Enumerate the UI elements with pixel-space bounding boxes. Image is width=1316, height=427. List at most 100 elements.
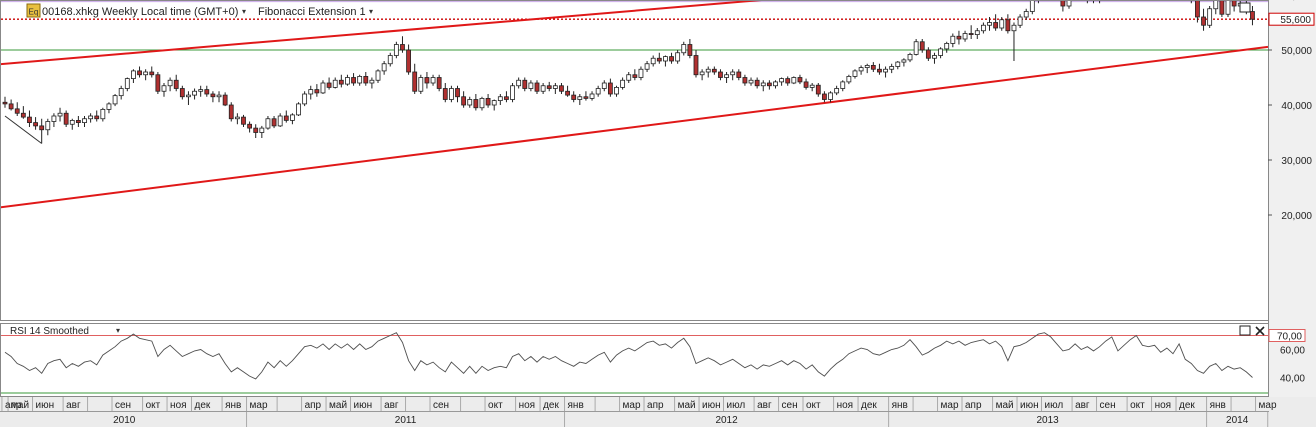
candle-body [448,88,454,100]
candle [632,69,638,81]
candle [118,85,124,100]
candle [216,91,222,103]
candle [889,63,895,74]
candle [302,91,308,107]
candle [161,83,167,97]
candle [815,83,821,97]
candle [730,69,736,81]
rsi-pane-close-icon[interactable] [1255,326,1265,336]
candle [436,74,442,92]
candle-body [730,71,736,76]
candle-body [626,74,632,81]
candle-body [614,87,619,95]
candle-body [228,104,234,120]
candle [1201,8,1206,31]
candle-body [540,85,546,92]
candle [241,114,246,127]
channel-lower-line [1,45,1268,209]
candle [290,113,295,125]
candle [944,41,950,53]
candle [540,83,546,94]
price-layer [1,1,1268,209]
candle [75,116,81,127]
candle [308,85,314,100]
candle [919,39,925,53]
candle [736,69,742,81]
candle [852,69,858,79]
candle-body [137,70,142,76]
candle-body [552,85,558,89]
rsi-title[interactable]: RSI 14 Smoothed [10,326,89,337]
month-label: дек [543,400,559,411]
candle [82,116,87,127]
candle [785,76,791,86]
candle-body [1060,1,1066,7]
candle [418,74,424,94]
candle [699,69,705,81]
candle-body [247,123,253,129]
rsi-overbought-marker [1268,329,1306,342]
candle [1023,8,1029,20]
month-label: авг [384,400,399,411]
candle-body [932,55,937,59]
rsi-title-dropdown-icon[interactable]: ▾ [116,326,120,335]
candle [363,72,369,86]
candle [51,113,57,127]
candle-body [889,66,895,70]
candle [718,69,723,81]
candle [1029,1,1035,15]
candle [864,63,870,74]
candle-body [69,120,75,125]
study-title[interactable]: Fibonacci Extension 1 [258,6,366,18]
candle [455,85,460,103]
candle [895,61,901,70]
candle [1195,1,1200,23]
month-label: мар [623,400,641,411]
candle [650,55,656,67]
candle-body [870,65,876,70]
candle [100,107,106,122]
candle-body [822,93,827,100]
candle [552,83,558,94]
candle-body [1195,1,1200,18]
candle [687,39,693,59]
rsi-tick-label: 60,00 [1280,346,1305,357]
candle [1060,1,1066,12]
month-label: авг [1075,400,1090,411]
candle-body [595,88,601,95]
year-label: 2013 [1036,415,1059,426]
candle-body [944,43,950,50]
candle-body [1231,1,1237,7]
candle-body [785,78,791,84]
month-label: окт [146,400,161,411]
candle [296,102,301,116]
candle [491,99,497,111]
candle [504,91,509,103]
candle [369,77,375,89]
candle-body [167,79,173,87]
candle-body [155,74,161,92]
candle [1066,1,1072,9]
candle [332,77,338,89]
year-label: 2012 [715,415,738,426]
candle-body [149,71,155,76]
candle-body [461,96,467,106]
study-title-dropdown-icon[interactable]: ▾ [369,7,373,16]
candle [987,17,992,31]
symbol-icon[interactable] [26,3,41,18]
candle [534,80,540,94]
candle [57,107,63,122]
candle [222,92,228,107]
candle [1225,1,1231,17]
candle-body [852,70,858,77]
candle-body [1219,1,1225,15]
candle [473,94,479,111]
candle [614,85,619,97]
candle [644,61,650,72]
price-pane-maximize-icon[interactable] [1239,2,1251,13]
month-label: сен [1100,400,1116,411]
symbol-title[interactable]: 00168.xhkg Weekly Local time (GMT+0) [42,6,238,18]
symbol-title-dropdown-icon[interactable]: ▾ [242,7,246,16]
rsi-pane-maximize-icon[interactable] [1239,325,1251,336]
candle [1011,22,1017,61]
